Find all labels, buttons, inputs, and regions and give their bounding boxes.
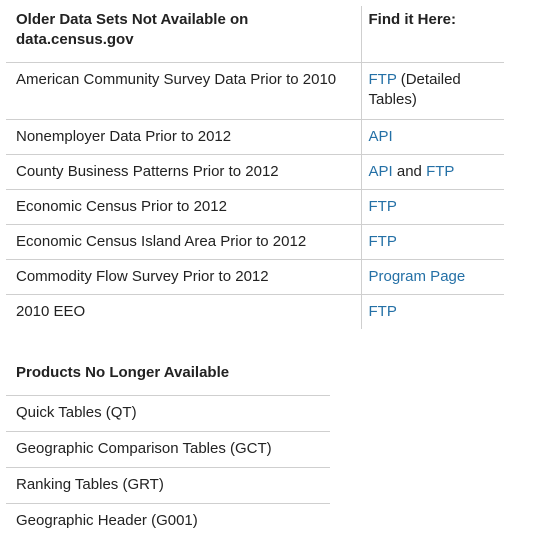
dataset-name: Economic Census Island Area Prior to 201… bbox=[6, 224, 361, 260]
product-name: Ranking Tables (GRT) bbox=[6, 467, 330, 504]
dataset-name: Economic Census Prior to 2012 bbox=[6, 189, 361, 225]
find-it-cell: FTP (Detailed Tables) bbox=[360, 62, 504, 120]
api-link[interactable]: API bbox=[368, 162, 393, 180]
find-it-cell: FTP bbox=[360, 224, 504, 260]
table-row: Ranking Tables (GRT) bbox=[6, 467, 330, 504]
header-older-datasets: Older Data Sets Not Available on data.ce… bbox=[6, 6, 361, 63]
link-separator: and bbox=[392, 162, 427, 180]
find-it-cell: API and FTP bbox=[360, 154, 504, 190]
ftp-link[interactable]: FTP bbox=[368, 302, 397, 320]
table-row: 2010 EEO FTP bbox=[6, 294, 504, 329]
api-link[interactable]: API bbox=[368, 127, 393, 145]
product-name: Quick Tables (QT) bbox=[6, 395, 330, 432]
table-header-row: Products No Longer Available bbox=[6, 358, 330, 396]
header-find-it-here: Find it Here: bbox=[360, 6, 504, 63]
table-header-row: Older Data Sets Not Available on data.ce… bbox=[6, 6, 504, 63]
ftp-link[interactable]: FTP bbox=[368, 232, 397, 250]
find-it-cell: API bbox=[360, 119, 504, 155]
product-name: Geographic Header (G001) bbox=[16, 512, 198, 530]
table-row: Geographic Header (G001) bbox=[6, 503, 330, 539]
ftp-link[interactable]: FTP bbox=[426, 162, 455, 180]
product-name: Geographic Comparison Tables (GCT) bbox=[6, 431, 330, 468]
table-row: Commodity Flow Survey Prior to 2012 Prog… bbox=[6, 259, 504, 295]
table-row: Geographic Comparison Tables (GCT) bbox=[6, 431, 330, 468]
table-row: Economic Census Island Area Prior to 201… bbox=[6, 224, 504, 260]
dataset-name: 2010 EEO bbox=[16, 302, 86, 320]
find-it-cell: FTP bbox=[360, 189, 504, 225]
table-row: Nonemployer Data Prior to 2012 API bbox=[6, 119, 504, 155]
link-note: (Detailed Tables) bbox=[368, 70, 461, 108]
header-products-no-longer-available: Products No Longer Available bbox=[6, 358, 330, 396]
older-datasets-table: Older Data Sets Not Available on data.ce… bbox=[6, 6, 504, 329]
dataset-name: American Community Survey Data Prior to … bbox=[6, 62, 361, 120]
dataset-name: Nonemployer Data Prior to 2012 bbox=[6, 119, 361, 155]
dataset-name: Commodity Flow Survey Prior to 2012 bbox=[6, 259, 361, 295]
table-row: Quick Tables (QT) bbox=[6, 395, 330, 432]
table-row: American Community Survey Data Prior to … bbox=[6, 62, 504, 120]
find-it-cell: Program Page bbox=[360, 259, 504, 295]
find-it-cell: FTP bbox=[360, 294, 504, 329]
dataset-name: County Business Patterns Prior to 2012 bbox=[6, 154, 361, 190]
ftp-link[interactable]: FTP bbox=[368, 197, 397, 215]
products-no-longer-available-table: Products No Longer Available Quick Table… bbox=[6, 358, 330, 539]
table-row: Economic Census Prior to 2012 FTP bbox=[6, 189, 504, 225]
ftp-link[interactable]: FTP bbox=[368, 70, 397, 88]
program-page-link[interactable]: Program Page bbox=[368, 267, 466, 285]
table-row: County Business Patterns Prior to 2012 A… bbox=[6, 154, 504, 190]
